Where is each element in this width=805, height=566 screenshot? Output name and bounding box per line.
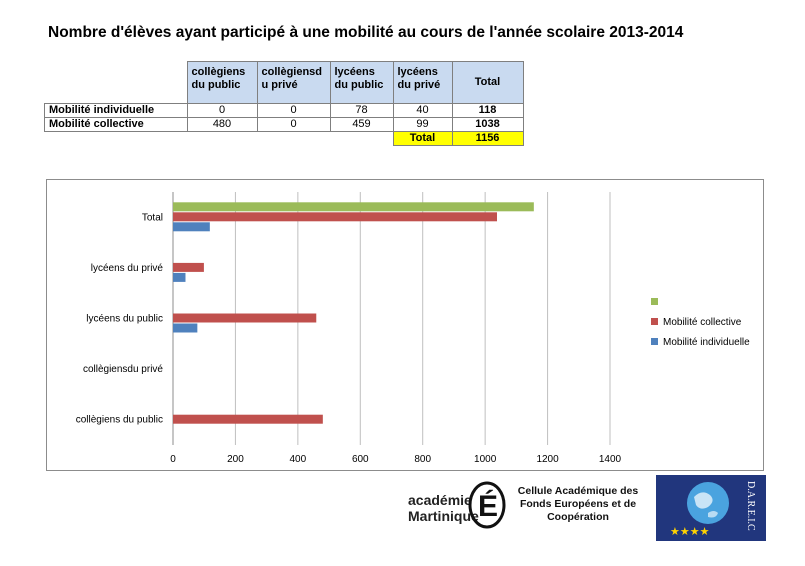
chart-area: 0 200 400 600 800 1000 1200 1400 collègiens du p…	[46, 179, 764, 471]
table-header-row: collègiens du public collègiensd u privé…	[45, 61, 524, 104]
row-label: Mobilité individuelle	[44, 103, 188, 118]
bar-collective	[173, 414, 323, 424]
x-tick-label: 1200	[536, 454, 559, 465]
legend-swatch	[651, 338, 658, 345]
table-row: Mobilité collective 480 0 459 99 1038	[44, 117, 524, 132]
academie-line1: académie	[408, 492, 472, 508]
stars-icon: ★★★★	[670, 526, 710, 538]
header-total: Total	[451, 61, 524, 104]
table-cell: 0	[256, 117, 331, 132]
bar-chart: 0 200 400 600 800 1000 1200 1400 collègiens du p…	[76, 192, 750, 465]
e-logo-letter: É	[478, 489, 498, 523]
bar-collective	[173, 262, 204, 272]
data-table: collègiens du public collègiensd u privé…	[44, 61, 524, 146]
table-cell: 480	[186, 117, 258, 132]
table-cell: 99	[392, 117, 453, 132]
bar-individuelle	[173, 323, 198, 333]
x-tick-label: 800	[414, 454, 431, 465]
page-title: Nombre d'élèves ayant participé à une mo…	[48, 24, 684, 41]
dareic-text: D.A.R.E.I.C	[745, 481, 756, 531]
x-tick-label: 400	[290, 454, 307, 465]
bar-total	[173, 202, 534, 212]
header-lycee-public: lycéens du public	[329, 61, 394, 104]
header-college-prive: collègiensd u privé	[256, 61, 331, 104]
x-tick-label: 0	[170, 454, 176, 465]
table-cell: 78	[329, 103, 394, 118]
grand-total-label: Total	[392, 131, 453, 146]
grand-total-row: Total 1156	[45, 131, 524, 146]
row-total: 118	[451, 103, 524, 118]
x-tick-label: 200	[227, 454, 244, 465]
bar-individuelle	[173, 272, 186, 282]
y-category-label: collègiensdu privé	[83, 364, 163, 375]
grand-total-value: 1156	[451, 131, 524, 146]
bar-individuelle	[173, 222, 210, 232]
header-lycee-prive: lycéens du privé	[392, 61, 453, 104]
cell-text: Cellule Académique des Fonds Européens e…	[517, 485, 639, 523]
row-total: 1038	[451, 117, 524, 132]
academie-logo: académie Martinique É	[408, 481, 506, 529]
legend-label: Mobilité individuelle	[663, 337, 750, 348]
x-tick-label: 600	[352, 454, 369, 465]
table-row: Mobilité individuelle 0 0 78 40 118	[44, 103, 524, 118]
bar-collective	[173, 313, 317, 323]
x-tick-label: 1000	[474, 454, 497, 465]
table-cell: 0	[256, 103, 331, 118]
legend-swatch	[651, 318, 658, 325]
y-category-label: Total	[142, 212, 163, 223]
x-tick-label: 1400	[599, 454, 622, 465]
logos: académie Martinique É Cellule Académique…	[408, 475, 768, 545]
legend-label: Mobilité collective	[663, 317, 742, 328]
y-category-label: lycéens du public	[86, 314, 163, 325]
table-cell: 0	[186, 103, 258, 118]
y-category-label: lycéens du privé	[91, 263, 164, 274]
y-category-label: collègiens du public	[76, 415, 163, 426]
table-cell: 40	[392, 103, 453, 118]
dareic-logo: ★★★★ D.A.R.E.I.C	[656, 475, 766, 541]
bar-collective	[173, 212, 498, 222]
table-cell: 459	[329, 117, 394, 132]
row-label: Mobilité collective	[44, 117, 188, 132]
legend-swatch	[651, 298, 658, 305]
logo-strip: académie Martinique É Cellule Académique…	[408, 475, 766, 541]
e-logo-ring	[468, 481, 506, 529]
header-college-public: collègiens du public	[186, 61, 258, 104]
academie-line2: Martinique	[408, 508, 479, 524]
